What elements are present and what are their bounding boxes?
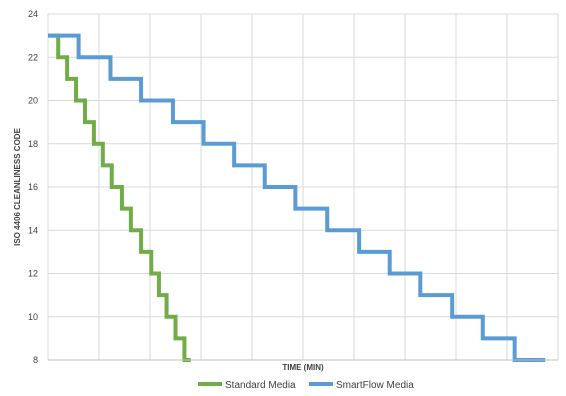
y-tick-label: 20 — [28, 96, 38, 106]
y-tick-label: 16 — [28, 182, 38, 192]
grid: 8 10 12 14 16 18 20 22 24 — [28, 9, 559, 365]
legend: Standard Media SmartFlow Media — [198, 380, 414, 391]
y-tick-label: 12 — [28, 269, 38, 279]
y-tick-label: 18 — [28, 139, 38, 149]
legend-label-standard-media: Standard Media — [225, 380, 296, 391]
y-tick-label: 24 — [28, 9, 38, 19]
y-axis-title: ISO 4406 CLEANLINESS CODE — [13, 127, 22, 245]
axes: TIME (MIN) ISO 4406 CLEANLINESS CODE — [13, 127, 558, 372]
series-layer — [48, 33, 546, 362]
y-tick-label: 10 — [28, 312, 38, 322]
legend-label-smartflow-media: SmartFlow Media — [336, 380, 414, 391]
y-tick-label: 14 — [28, 225, 38, 235]
y-tick-label: 22 — [28, 52, 38, 62]
series-line-standard-media — [48, 33, 191, 362]
x-axis-title: TIME (MIN) — [282, 363, 324, 372]
series-line-smartflow-media — [48, 33, 546, 362]
y-tick-label: 8 — [33, 355, 38, 365]
